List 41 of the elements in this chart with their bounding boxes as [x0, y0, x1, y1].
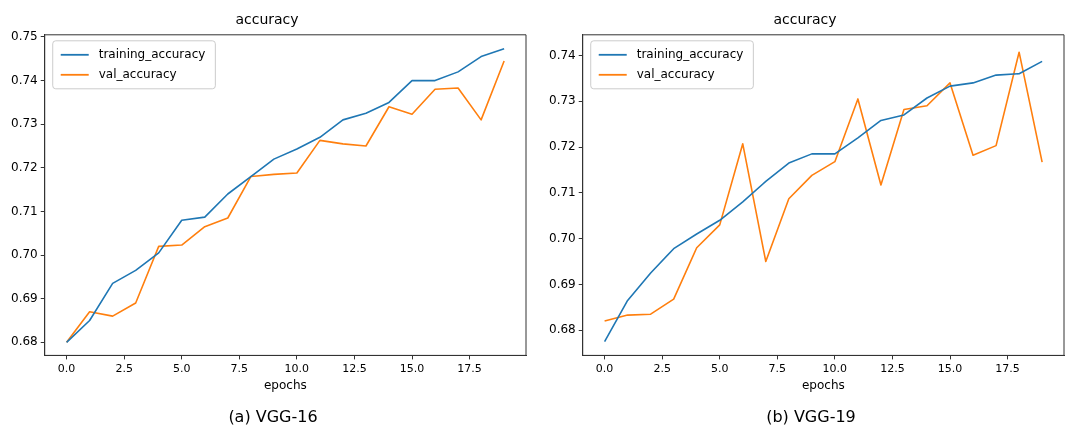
x-tick-label: 17.5	[995, 361, 1020, 375]
y-tick-label: 0.69	[11, 290, 38, 305]
y-tick-label: 0.73	[11, 116, 38, 131]
y-tick-label: 0.71	[11, 203, 38, 218]
text: (b) VGG-19	[766, 407, 856, 426]
x-tick-label: 15.0	[399, 361, 425, 375]
x-axis-title: epochs	[801, 377, 845, 392]
y-tick-label: 0.70	[549, 230, 576, 245]
legend-label: training_accuracy	[636, 46, 744, 61]
x-axis-title: epochs	[263, 377, 307, 392]
x-tick-label: 12.5	[880, 361, 905, 375]
y-tick-label: 0.70	[11, 247, 38, 262]
y-tick-label: 0.72	[11, 159, 38, 174]
y-tick-label: 0.69	[549, 276, 576, 291]
y-tick-label: 0.68	[11, 334, 38, 349]
y-tick-label: 0.74	[549, 47, 576, 62]
x-tick-label: 10.0	[822, 361, 848, 375]
x-tick-label: 12.5	[342, 361, 367, 375]
legend-label: val_accuracy	[636, 66, 715, 81]
x-tick-label: 7.5	[230, 361, 249, 375]
text: (a) VGG-16	[228, 407, 318, 426]
x-tick-label: 5.0	[172, 361, 191, 375]
x-tick-label: 2.5	[653, 361, 671, 375]
x-tick-label: 7.5	[768, 361, 787, 375]
legend-label: training_accuracy	[98, 46, 206, 61]
x-tick-label: 10.0	[284, 361, 310, 375]
legend-label: val_accuracy	[98, 66, 177, 81]
x-tick-label: 0.0	[57, 361, 76, 375]
x-tick-label: 2.5	[115, 361, 133, 375]
x-tick-label: 0.0	[595, 361, 614, 375]
chart-title: accuracy	[235, 11, 299, 28]
y-tick-label: 0.71	[549, 184, 576, 199]
y-tick-label: 0.74	[11, 72, 38, 87]
x-tick-label: 17.5	[457, 361, 482, 375]
y-tick-label: 0.68	[549, 322, 576, 337]
chart-title: accuracy	[773, 11, 837, 28]
y-tick-label: 0.75	[11, 29, 38, 44]
y-tick-label: 0.73	[549, 93, 576, 108]
y-tick-label: 0.72	[549, 139, 576, 154]
x-tick-label: 5.0	[710, 361, 729, 375]
x-tick-label: 15.0	[937, 361, 963, 375]
